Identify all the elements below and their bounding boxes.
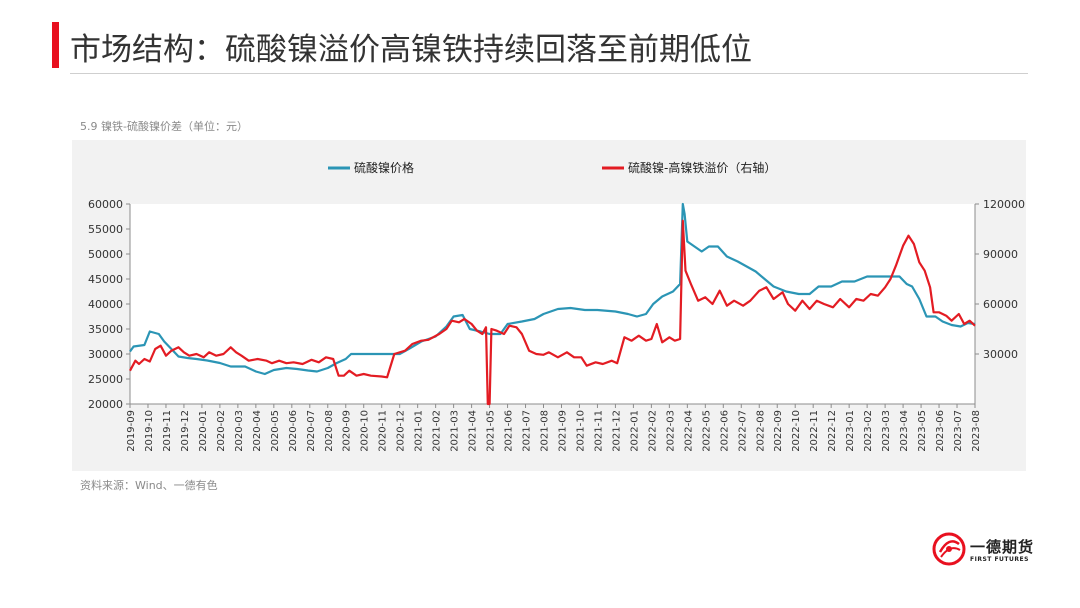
- x-tick-label: 2021-05: [486, 410, 497, 452]
- x-tick-label: 2022-05: [701, 410, 712, 452]
- x-tick-label: 2020-06: [288, 410, 299, 452]
- x-tick-label: 2021-02: [432, 410, 443, 452]
- x-tick-label: 2020-02: [216, 410, 227, 452]
- chart-subtitle: 5.9 镍铁-硫酸镍价差（单位：元）: [80, 120, 248, 133]
- x-tick-label: 2022-07: [737, 410, 748, 452]
- x-tick-label: 2022-01: [629, 410, 640, 452]
- x-tick-label: 2022-04: [683, 410, 694, 452]
- x-tick-label: 2023-06: [935, 410, 946, 452]
- x-tick-label: 2023-01: [845, 410, 856, 452]
- x-tick-label: 2020-05: [270, 410, 281, 452]
- x-tick-label: 2019-11: [162, 410, 173, 452]
- x-tick-label: 2023-03: [881, 410, 892, 452]
- x-tick-label: 2022-09: [773, 410, 784, 452]
- x-tick-label: 2023-05: [917, 410, 928, 452]
- left-tick-label: 25000: [88, 373, 123, 386]
- right-tick-label: 30000: [983, 348, 1018, 361]
- x-tick-label: 2020-10: [360, 410, 371, 452]
- x-tick-label: 2023-07: [953, 410, 964, 452]
- x-tick-label: 2020-12: [396, 410, 407, 452]
- left-tick-label: 35000: [88, 323, 123, 336]
- x-tick-label: 2022-11: [809, 410, 820, 452]
- x-tick-label: 2020-09: [342, 410, 353, 452]
- right-tick-label: 120000: [983, 198, 1025, 211]
- logo-name: 一德期货: [970, 538, 1035, 556]
- x-tick-label: 2021-08: [540, 410, 551, 452]
- x-tick-label: 2023-04: [899, 410, 910, 452]
- chart-area: 60000 55000 50000 45000 40000 35000 30000 25000…: [72, 140, 1026, 471]
- x-tick-label: 2023-08: [971, 410, 982, 452]
- x-tick-label: 2021-01: [414, 410, 425, 452]
- x-tick-label: 2021-04: [468, 410, 479, 452]
- company-logo: 一德期货 FIRST FUTURES: [932, 530, 1052, 570]
- x-tick-label: 2021-03: [450, 410, 461, 452]
- x-tick-label: 2021-10: [575, 410, 586, 452]
- series-line-2: [129, 219, 976, 406]
- x-tick-label: 2020-08: [324, 410, 335, 452]
- chart-svg: 60000 55000 50000 45000 40000 35000 30000 25000…: [88, 160, 1025, 452]
- left-tick-label: 50000: [88, 248, 123, 261]
- plot-background: [130, 204, 975, 404]
- title-divider: [70, 73, 1028, 74]
- title-accent-bar: [52, 22, 59, 68]
- left-tick-label: 30000: [88, 348, 123, 361]
- x-tick-label: 2022-08: [755, 410, 766, 452]
- left-tick-label: 45000: [88, 273, 123, 286]
- logo-subtitle: FIRST FUTURES: [970, 556, 1029, 563]
- x-tick-label: 2021-11: [593, 410, 604, 452]
- x-tick-label: 2020-11: [378, 410, 389, 452]
- left-tick-label: 60000: [88, 198, 123, 211]
- x-tick-label: 2022-03: [665, 410, 676, 452]
- right-tick-label: 90000: [983, 248, 1018, 261]
- x-tick-label: 2022-02: [647, 410, 658, 452]
- x-tick-label: 2022-12: [827, 410, 838, 452]
- x-tick-label: 2020-01: [198, 410, 209, 452]
- logo-emblem-icon: [932, 532, 966, 566]
- x-tick-label: 2021-07: [522, 410, 533, 452]
- series-line-1: [129, 202, 976, 376]
- x-tick-label: 2019-12: [180, 410, 191, 452]
- x-tick-label: 2020-03: [234, 410, 245, 452]
- x-tick-label: 2019-09: [126, 410, 137, 452]
- x-tick-label: 2020-07: [306, 410, 317, 452]
- x-tick-label: 2021-06: [504, 410, 515, 452]
- x-tick-label: 2020-04: [252, 410, 263, 452]
- left-tick-label: 55000: [88, 223, 123, 236]
- x-tick-label: 2021-12: [611, 410, 622, 452]
- left-tick-label: 20000: [88, 398, 123, 411]
- x-tick-label: 2023-02: [863, 410, 874, 452]
- right-tick-label: 60000: [983, 298, 1018, 311]
- x-tick-label: 2019-10: [144, 410, 155, 452]
- left-tick-label: 40000: [88, 298, 123, 311]
- legend-label-2: 硫酸镍-高镍铁溢价（右轴）: [628, 160, 776, 175]
- source-note: 资料来源：Wind、一德有色: [80, 479, 218, 492]
- legend-label-1: 硫酸镍价格: [354, 160, 414, 175]
- page-title: 市场结构：硫酸镍溢价高镍铁持续回落至前期低位: [70, 32, 752, 68]
- x-tick-label: 2022-10: [791, 410, 802, 452]
- x-tick-label: 2021-09: [557, 410, 568, 452]
- x-tick-label: 2022-06: [719, 410, 730, 452]
